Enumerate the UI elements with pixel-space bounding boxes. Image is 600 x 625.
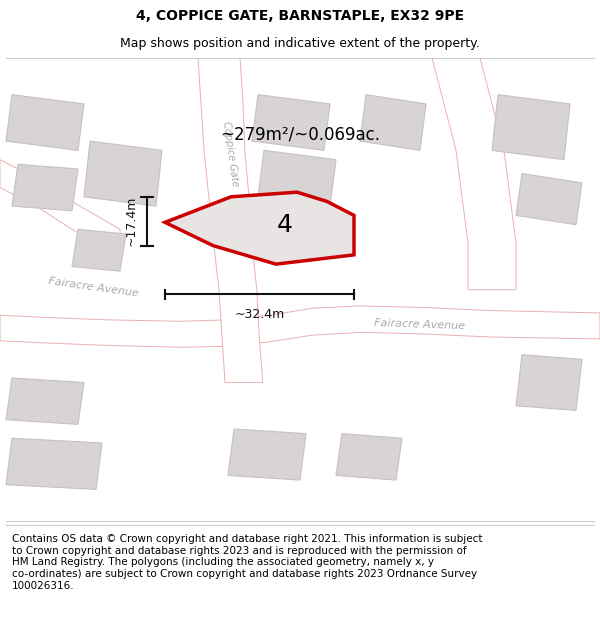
Polygon shape: [360, 94, 426, 151]
Text: Map shows position and indicative extent of the property.: Map shows position and indicative extent…: [120, 37, 480, 49]
Polygon shape: [336, 434, 402, 480]
Polygon shape: [6, 378, 84, 424]
Text: Coppice Gate: Coppice Gate: [221, 121, 240, 188]
Text: 4, COPPICE GATE, BARNSTAPLE, EX32 9PE: 4, COPPICE GATE, BARNSTAPLE, EX32 9PE: [136, 9, 464, 23]
Polygon shape: [0, 306, 600, 348]
Text: Fairacre Avenue: Fairacre Avenue: [374, 318, 466, 331]
Polygon shape: [432, 58, 516, 290]
Polygon shape: [492, 94, 570, 159]
Polygon shape: [84, 141, 162, 206]
Polygon shape: [6, 94, 84, 151]
Text: ~279m²/~0.069ac.: ~279m²/~0.069ac.: [220, 125, 380, 143]
Polygon shape: [252, 94, 330, 151]
Polygon shape: [0, 159, 120, 257]
Polygon shape: [258, 151, 336, 206]
Text: Fairacre Avenue: Fairacre Avenue: [47, 276, 139, 299]
Polygon shape: [228, 429, 306, 480]
Polygon shape: [198, 58, 263, 382]
Polygon shape: [12, 164, 78, 211]
Polygon shape: [516, 174, 582, 224]
Polygon shape: [165, 192, 354, 264]
Polygon shape: [72, 229, 126, 271]
Text: 4: 4: [277, 213, 293, 237]
Polygon shape: [516, 355, 582, 411]
Text: ~32.4m: ~32.4m: [235, 308, 284, 321]
Text: ~17.4m: ~17.4m: [125, 196, 138, 246]
Polygon shape: [6, 438, 102, 489]
Text: Contains OS data © Crown copyright and database right 2021. This information is : Contains OS data © Crown copyright and d…: [12, 534, 482, 591]
